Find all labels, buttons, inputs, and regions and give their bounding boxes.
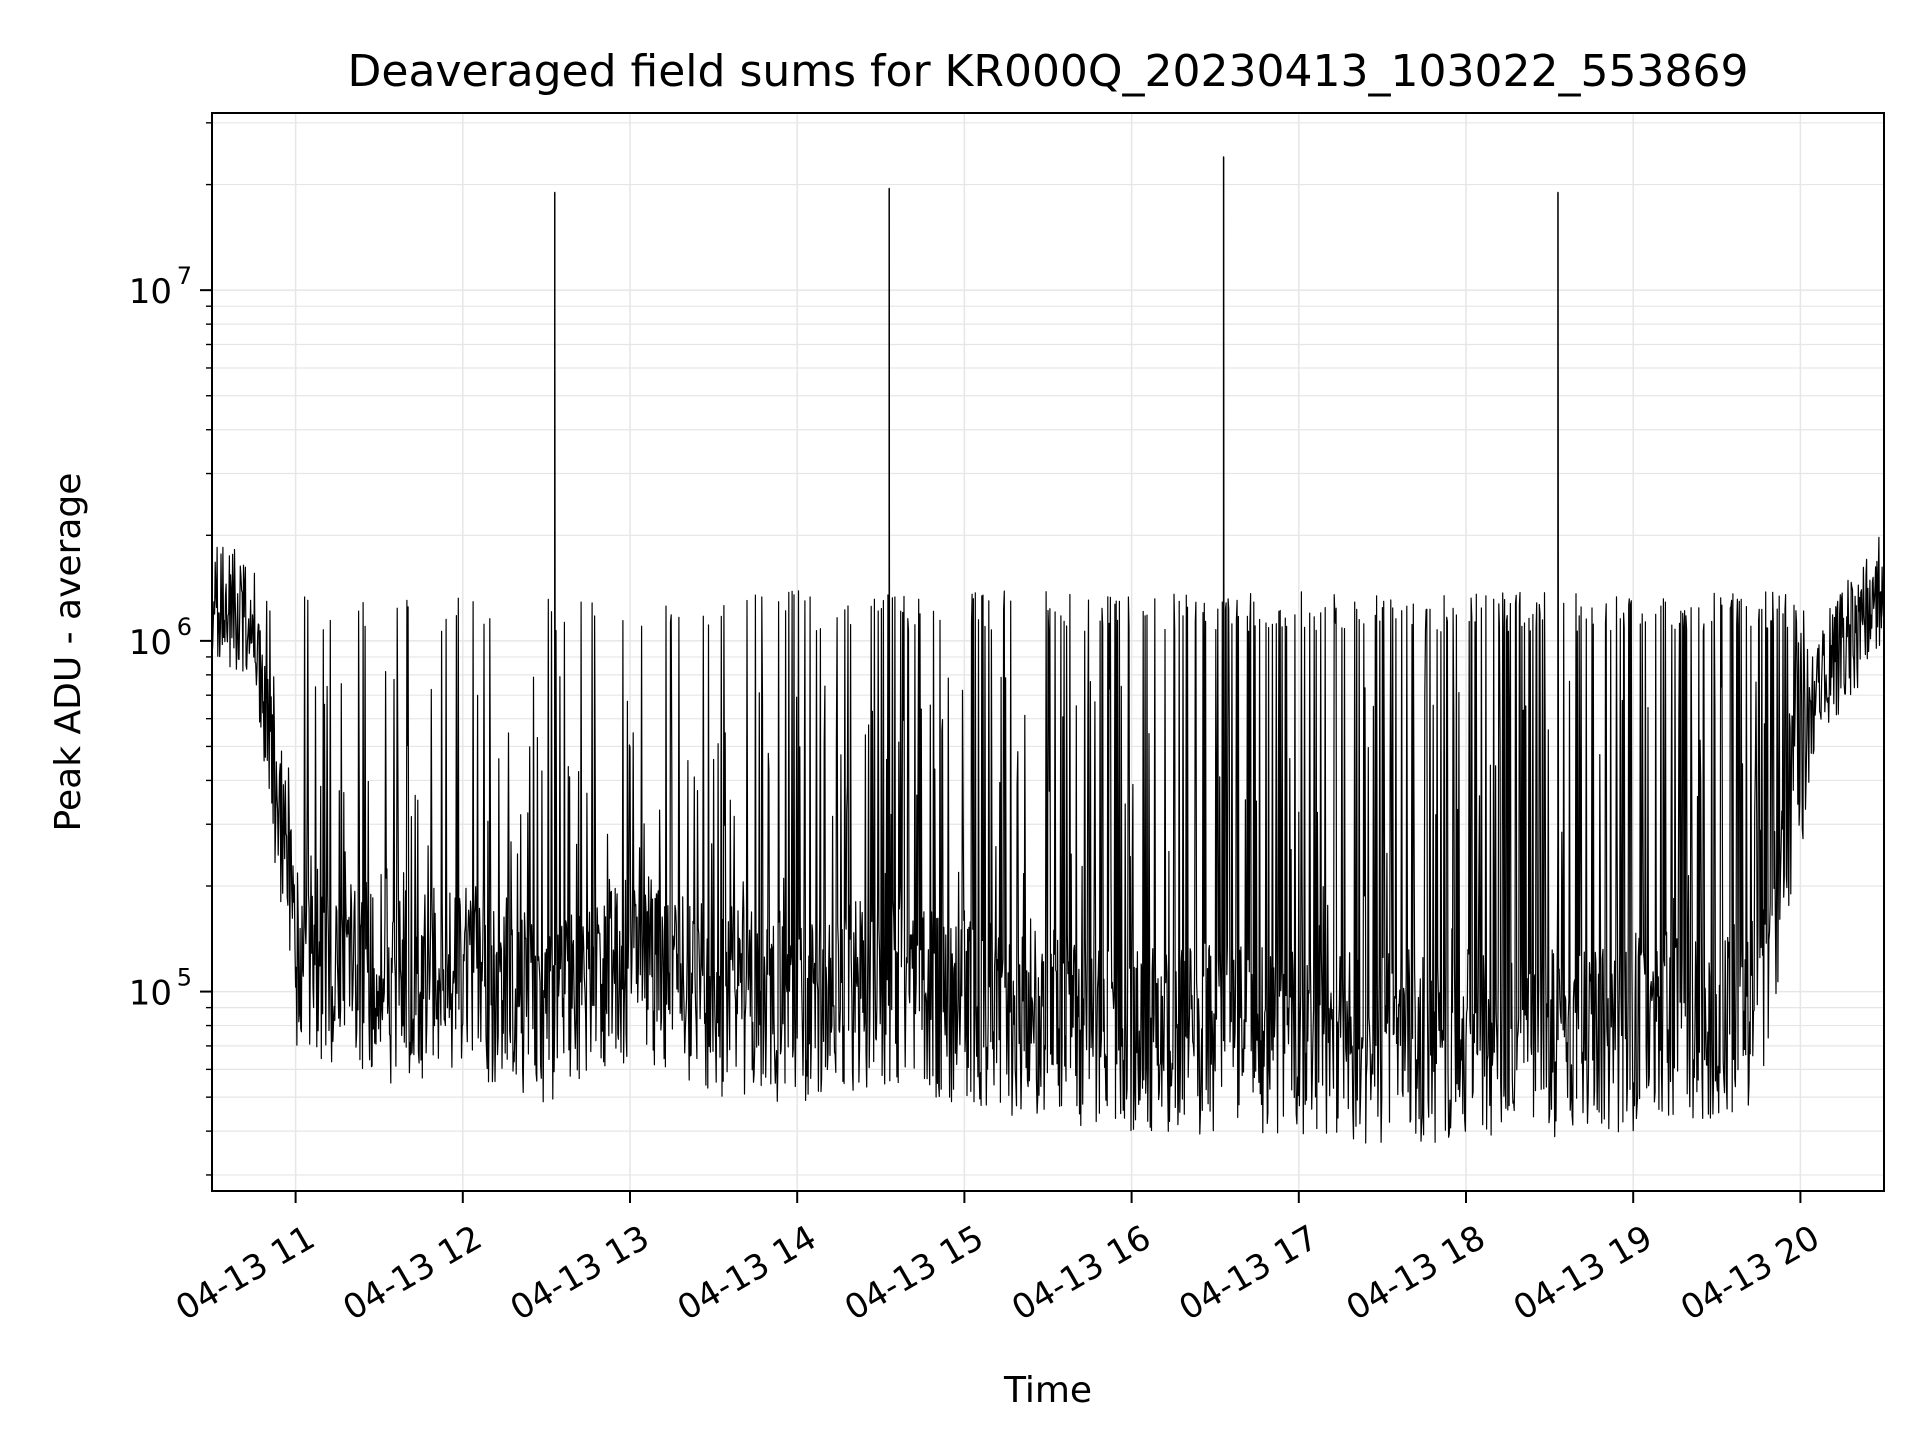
y-tick-exponent: 6 (177, 613, 192, 641)
chart-title: Deaveraged field sums for KR000Q_2023041… (348, 46, 1749, 97)
data-series (211, 156, 1885, 1144)
y-axis-label: Peak ADU - average (48, 473, 89, 832)
y-tick-exponent: 7 (177, 262, 192, 290)
y-tick-label: 10 (129, 272, 172, 312)
y-tick-label: 10 (129, 974, 172, 1014)
series-line (211, 156, 1885, 1144)
plot-frame (211, 112, 1885, 1192)
x-axis-label: Time (1003, 1370, 1092, 1411)
y-tick-exponent: 5 (177, 964, 192, 992)
y-tick-label: 10 (129, 623, 172, 663)
